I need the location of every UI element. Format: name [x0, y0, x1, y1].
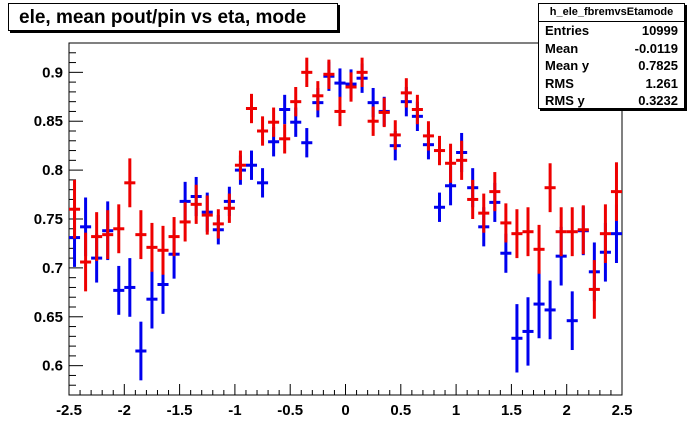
chart-title-box: ele, mean pout/pin vs eta, mode	[8, 3, 338, 31]
stats-row-rms: RMS 1.261	[539, 75, 684, 93]
stats-label: Entries	[545, 23, 590, 38]
y-tick-label: 0.85	[34, 113, 63, 130]
plot-frame	[68, 42, 623, 396]
stats-label: Mean y	[545, 58, 590, 73]
x-tick-label: 2	[563, 402, 571, 419]
y-tick-label: 0.6	[42, 358, 63, 375]
stats-row-rms-y: RMS y 0.3232	[539, 92, 684, 110]
stats-value: 1.261	[645, 75, 678, 91]
stats-label: RMS	[545, 75, 574, 91]
y-tick-label: 0.65	[34, 309, 63, 326]
chart-title: ele, mean pout/pin vs eta, mode	[19, 7, 307, 28]
x-tick-label: -1	[228, 402, 241, 419]
stats-box: h_ele_fbremvsEtamode Entries 10999 Mean …	[538, 3, 685, 109]
stats-row-entries: Entries 10999	[539, 22, 684, 40]
stats-label: RMS y	[545, 93, 585, 108]
x-tick-label: -2.5	[56, 402, 82, 419]
y-tick-label: 0.9	[42, 64, 63, 81]
y-tick-label: 0.7	[42, 260, 63, 277]
stats-value: 0.7825	[638, 58, 678, 73]
x-tick-label: 1.5	[501, 402, 522, 419]
stats-row-mean: Mean -0.0119	[539, 40, 684, 58]
x-tick-label: -2	[118, 402, 131, 419]
stats-value: -0.0119	[634, 40, 678, 56]
stats-row-mean-y: Mean y 0.7825	[539, 57, 684, 75]
x-tick-label: -0.5	[277, 402, 303, 419]
stats-value: 10999	[641, 23, 678, 38]
y-tick-label: 0.8	[42, 162, 63, 179]
y-tick-label: 0.75	[34, 211, 63, 228]
x-tick-label: 0	[341, 402, 349, 419]
x-tick-label: -1.5	[167, 402, 193, 419]
x-tick-label: 2.5	[612, 402, 633, 419]
x-tick-label: 1	[452, 402, 460, 419]
stats-value: 0.3232	[638, 93, 678, 108]
stats-label: Mean	[545, 40, 579, 56]
stats-histogram-name: h_ele_fbremvsEtamode	[539, 4, 684, 22]
x-tick-label: 0.5	[390, 402, 411, 419]
